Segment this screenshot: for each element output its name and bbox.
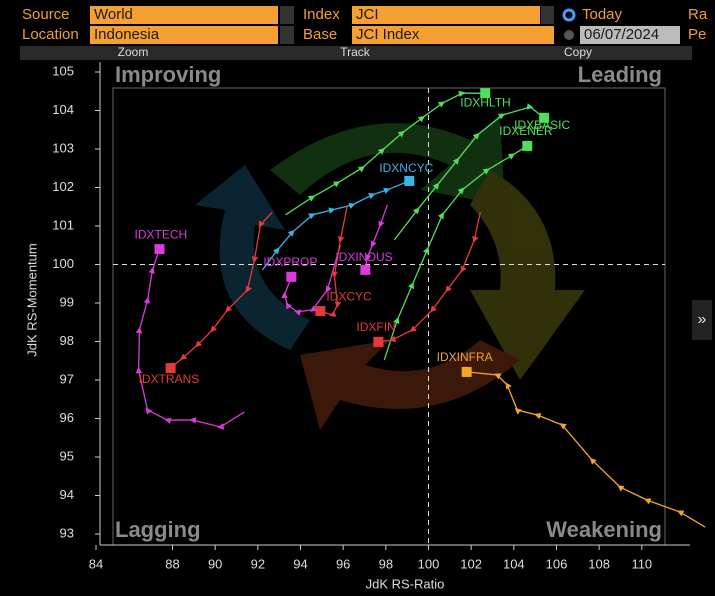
head-marker — [480, 88, 491, 99]
x-tick-label: 108 — [588, 556, 610, 571]
source-value: World — [94, 6, 133, 23]
index-value: JCI — [356, 6, 379, 23]
radio-date[interactable] — [564, 30, 574, 40]
head-marker — [522, 140, 533, 151]
y-tick-label: 99 — [60, 294, 74, 309]
x-tick-label: 94 — [293, 556, 307, 571]
x-tick-label: 84 — [89, 556, 103, 571]
y-tick-label: 95 — [60, 448, 74, 463]
head-marker — [154, 244, 165, 255]
quadrant-lagging: Lagging — [115, 517, 201, 542]
base-value: JCI Index — [356, 26, 420, 43]
y-tick-label: 104 — [52, 102, 74, 117]
location-field[interactable] — [90, 26, 278, 44]
dropdown[interactable] — [541, 6, 554, 24]
x-tick-label: 102 — [460, 556, 482, 571]
tail-line — [281, 244, 342, 316]
x-tick-label: 92 — [251, 556, 265, 571]
tail-line — [378, 212, 481, 343]
tail-line — [262, 180, 410, 271]
x-tick-label: 100 — [418, 556, 440, 571]
index-label: Index — [303, 6, 340, 23]
x-tick-label: 90 — [208, 556, 222, 571]
series-label: IDXENER — [499, 124, 553, 138]
tail-line — [320, 204, 349, 317]
toolbar-track[interactable]: Track — [340, 45, 371, 59]
side-button[interactable] — [692, 300, 712, 340]
side-button-label: » — [698, 311, 707, 328]
series-label: IDXINDUS — [335, 250, 392, 264]
series-label: IDXPROP — [263, 255, 317, 269]
series-label: IDXHLTH — [460, 95, 510, 109]
y-tick-label: 94 — [60, 487, 74, 502]
tail-line — [364, 204, 388, 270]
x-tick-label: 88 — [165, 556, 179, 571]
series-label: IDXBASIC — [514, 118, 570, 132]
period-label: Pe — [688, 26, 706, 43]
head-marker — [373, 336, 384, 347]
y-tick-label: 96 — [60, 410, 74, 425]
series-label: IDXINFRA — [437, 350, 493, 364]
toolbar-copy[interactable]: Copy — [564, 45, 592, 59]
toolbar-zoom[interactable]: Zoom — [118, 45, 149, 59]
base-label: Base — [303, 26, 337, 43]
head-marker — [165, 363, 176, 374]
head-marker — [315, 306, 326, 317]
series-label: IDXNCYC — [379, 161, 433, 175]
series-label: IDXTRANS — [139, 372, 200, 386]
head-marker — [286, 271, 297, 282]
date-field[interactable] — [580, 26, 680, 44]
y-axis-title: JdK RS-Momentum — [24, 243, 39, 356]
quadrant-improving: Improving — [115, 62, 221, 87]
range-label: Ra — [688, 6, 708, 23]
source-label: Source — [22, 6, 70, 23]
series-label: IDXCYC — [326, 289, 372, 303]
y-tick-label: 100 — [52, 256, 74, 271]
base-field[interactable] — [352, 26, 554, 44]
head-marker — [539, 112, 550, 123]
series-label: IDXTECH — [135, 227, 188, 241]
source-field[interactable] — [90, 6, 278, 24]
date-value: 06/07/2024 — [584, 26, 659, 43]
x-axis-title: JdK RS-Ratio — [366, 576, 445, 591]
x-tick-label: 96 — [336, 556, 350, 571]
x-tick-label: 106 — [546, 556, 568, 571]
x-tick-label: 110 — [631, 556, 652, 571]
tail-line — [135, 248, 245, 430]
location-label: Location — [22, 26, 79, 43]
y-tick-label: 101 — [52, 217, 74, 232]
toolbar — [20, 46, 692, 60]
tail-line — [466, 371, 706, 528]
y-tick-label: 97 — [60, 371, 74, 386]
y-tick-label: 93 — [60, 525, 74, 540]
y-tick-label: 102 — [52, 179, 74, 194]
dropdown[interactable] — [280, 26, 294, 44]
radio-today[interactable] — [562, 8, 576, 22]
index-field[interactable] — [352, 6, 540, 24]
quadrant-leading: Leading — [578, 62, 662, 87]
quadrant-weakening: Weakening — [546, 517, 662, 542]
series-label: IDXFIN — [356, 320, 395, 334]
y-tick-label: 98 — [60, 333, 74, 348]
y-tick-label: 105 — [52, 63, 74, 78]
location-value: Indonesia — [94, 26, 160, 43]
x-tick-label: 98 — [379, 556, 393, 571]
tail-line — [170, 211, 273, 369]
head-marker — [404, 175, 415, 186]
head-marker — [461, 366, 472, 377]
today-label: Today — [582, 6, 623, 23]
dropdown[interactable] — [280, 6, 294, 24]
x-tick-label: 104 — [503, 556, 525, 571]
head-marker — [360, 264, 371, 275]
y-tick-label: 103 — [52, 140, 74, 155]
